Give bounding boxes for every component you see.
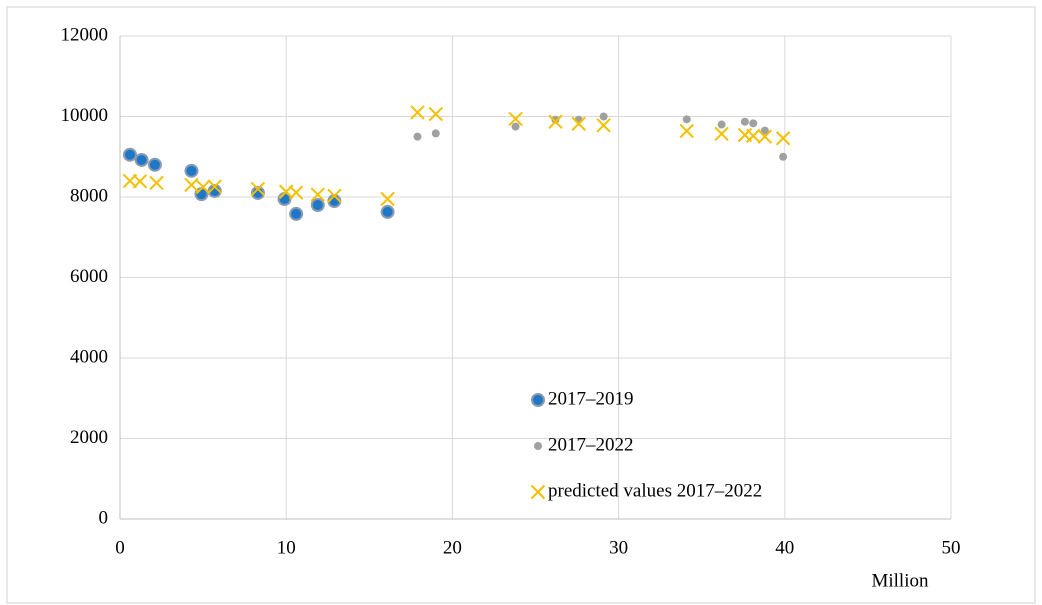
point — [551, 115, 560, 124]
point — [122, 147, 137, 162]
point — [428, 106, 443, 122]
point — [410, 105, 425, 120]
x-axis-label: Million — [871, 570, 929, 591]
y-tick-label: 8000 — [70, 185, 108, 206]
point — [431, 129, 440, 138]
point — [757, 129, 773, 144]
point — [599, 112, 608, 121]
point — [195, 179, 211, 195]
point — [288, 185, 304, 200]
point — [250, 181, 266, 197]
legend-label: 2017–2019 — [548, 388, 634, 409]
x-tick-label: 20 — [443, 537, 462, 558]
x-tick-label: 50 — [942, 537, 961, 558]
point — [310, 187, 325, 202]
point — [289, 206, 304, 221]
y-tick-label: 4000 — [70, 346, 108, 367]
point — [571, 116, 586, 131]
y-tick-label: 10000 — [61, 105, 109, 126]
point — [679, 123, 694, 139]
legend-label: predicted values 2017–2022 — [548, 480, 762, 501]
x-tick-label: 30 — [609, 537, 628, 558]
point — [511, 122, 520, 131]
y-tick-label: 6000 — [70, 266, 108, 287]
point — [250, 185, 265, 200]
point — [749, 119, 758, 128]
point — [207, 179, 222, 194]
point — [779, 152, 788, 161]
y-tick-label: 0 — [99, 507, 109, 528]
point — [413, 132, 422, 141]
point — [682, 115, 691, 124]
point — [714, 126, 729, 142]
point — [548, 114, 563, 129]
point — [132, 174, 148, 189]
point — [134, 152, 149, 167]
point — [147, 157, 162, 172]
point — [717, 120, 726, 129]
x-tick-label: 10 — [277, 537, 296, 558]
point — [327, 188, 342, 203]
point — [149, 175, 164, 191]
x-tick-label: 40 — [775, 537, 794, 558]
point — [310, 198, 325, 213]
point — [746, 128, 761, 144]
legend-label: 2017–2022 — [548, 434, 634, 455]
point — [380, 191, 395, 207]
point — [207, 183, 222, 198]
point — [184, 177, 199, 193]
point — [760, 126, 769, 135]
legend-marker — [531, 393, 545, 407]
x-tick-label: 0 — [115, 537, 125, 558]
y-tick-label: 12000 — [61, 24, 109, 45]
point — [184, 163, 199, 178]
chart-frame — [6, 6, 1036, 604]
point — [380, 204, 395, 219]
legend-marker — [534, 442, 542, 450]
point — [508, 111, 523, 127]
point — [740, 117, 749, 126]
point — [596, 118, 611, 133]
y-tick-label: 2000 — [70, 427, 108, 448]
legend-marker — [530, 484, 546, 500]
point — [775, 131, 791, 146]
